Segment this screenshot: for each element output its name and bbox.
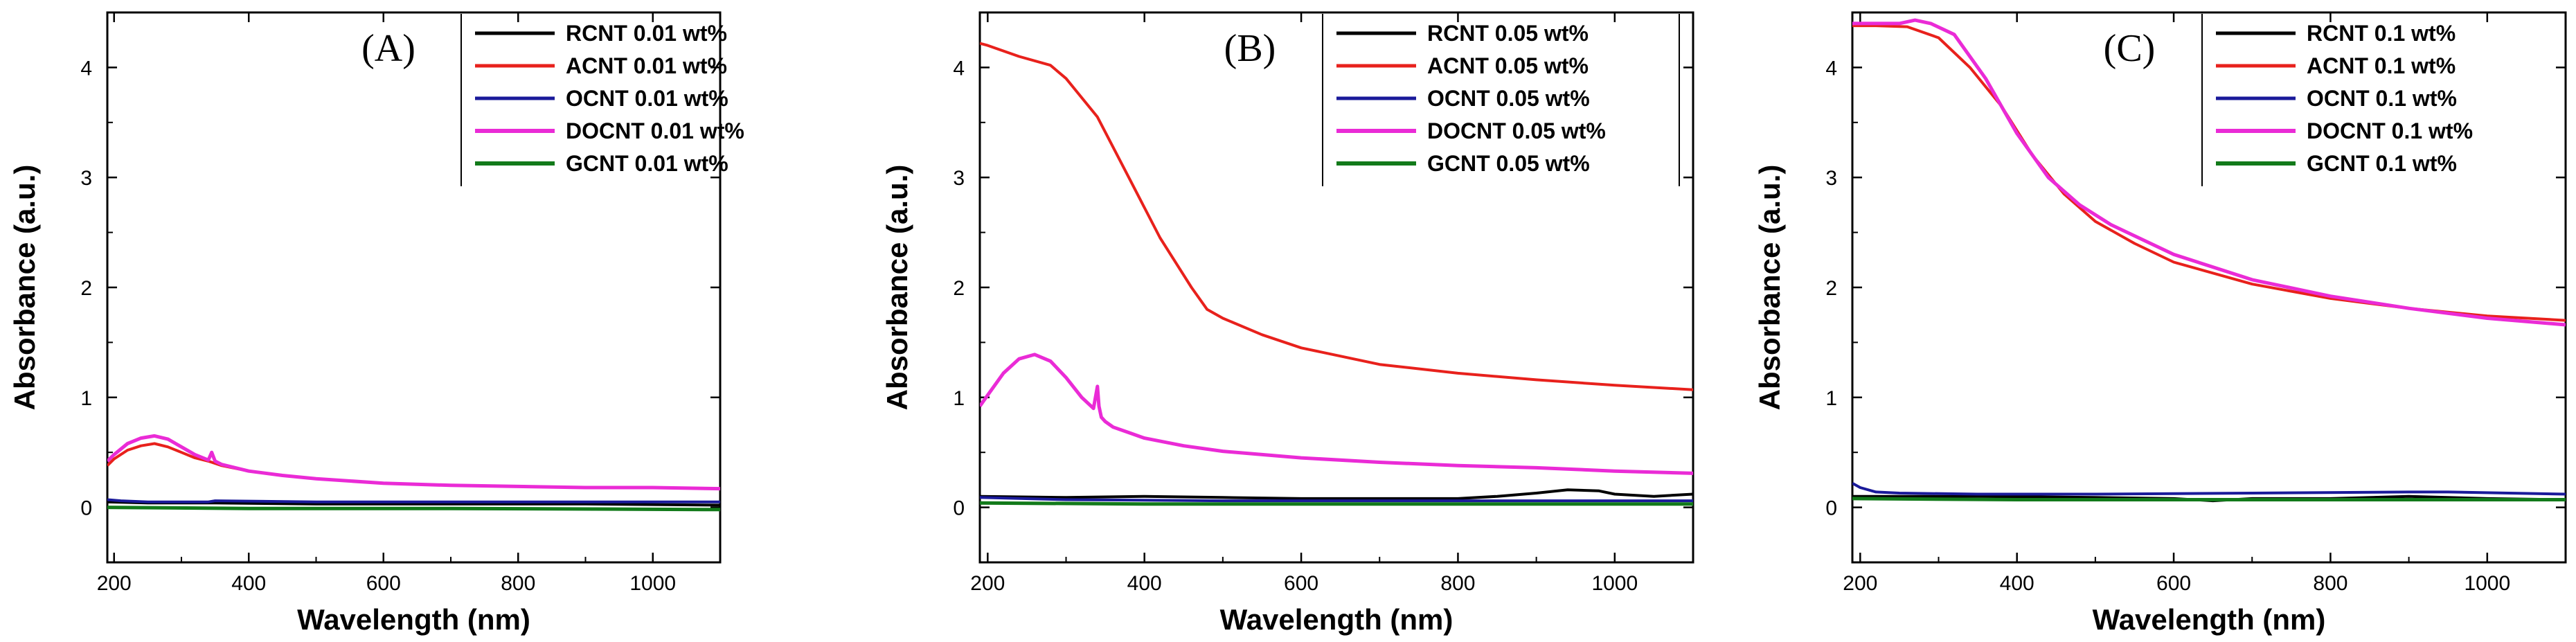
x-tick-label: 1000 (2464, 572, 2510, 595)
y-axis-title: Absorbance (a.u.) (8, 165, 41, 411)
x-axis-title: Wavelength (nm) (297, 603, 530, 636)
y-tick-label: 1 (953, 387, 965, 410)
legend-label: DOCNT 0.01 wt% (566, 118, 744, 143)
y-tick-label: 2 (953, 277, 965, 300)
legend-label: OCNT 0.05 wt% (1427, 86, 1590, 111)
x-tick-label: 600 (2156, 572, 2191, 595)
x-axis-title: Wavelength (nm) (2093, 603, 2326, 636)
y-tick-label: 3 (1825, 167, 1837, 190)
series-line-docnt (980, 353, 1693, 475)
y-tick-label: 1 (1825, 387, 1837, 410)
x-tick-label: 200 (1843, 572, 1877, 595)
x-tick-label: 400 (231, 572, 266, 595)
x-axis-title: Wavelength (nm) (1220, 603, 1454, 636)
x-tick-label: 1000 (1591, 572, 1638, 595)
x-tick-label: 1000 (629, 572, 676, 595)
series-line-ocnt (1852, 481, 2566, 496)
y-tick-label: 3 (953, 167, 965, 190)
series-line-gcnt (1852, 497, 2566, 501)
legend-label: ACNT 0.01 wt% (566, 53, 727, 78)
panel-b: 200 400 600 800 1000 0 1 2 3 4 Wavelength (nm) Abso… (881, 11, 1694, 636)
panel-label: (B) (1224, 27, 1276, 70)
legend-label: RCNT 0.01 wt% (566, 21, 727, 46)
x-tick-label: 400 (1127, 572, 1162, 595)
y-tick-label: 0 (80, 497, 92, 520)
panel-label: (C) (2104, 27, 2156, 70)
y-tick-label: 0 (953, 497, 965, 520)
y-tick-label: 4 (953, 57, 965, 80)
y-axis-title: Absorbance (a.u.) (1753, 165, 1786, 411)
y-tick-label: 4 (80, 57, 92, 80)
legend-label: OCNT 0.1 wt% (2307, 86, 2457, 111)
series-line-acnt (1852, 24, 2566, 322)
x-tick-label: 200 (970, 572, 1005, 595)
y-tick-label: 2 (80, 277, 92, 300)
x-tick-label: 600 (1284, 572, 1318, 595)
series-line-docnt (1852, 18, 2566, 327)
series-line-ocnt (980, 496, 1693, 503)
plot-frame (1851, 11, 2567, 564)
y-axis-title: Absorbance (a.u.) (881, 165, 913, 411)
series-line-acnt (107, 442, 720, 490)
legend-label: RCNT 0.05 wt% (1427, 21, 1589, 46)
y-tick-label: 2 (1825, 277, 1837, 300)
y-tick-label: 1 (80, 387, 92, 410)
series-line-ocnt (107, 498, 720, 503)
legend-label: ACNT 0.1 wt% (2307, 53, 2456, 78)
legend-label: DOCNT 0.05 wt% (1427, 118, 1606, 143)
legend-label: GCNT 0.1 wt% (2307, 151, 2457, 176)
series-line-acnt (980, 42, 1693, 391)
x-tick-label: 400 (2000, 572, 2034, 595)
series-line-gcnt (980, 501, 1693, 506)
legend-label: ACNT 0.05 wt% (1427, 53, 1589, 78)
y-tick-label: 4 (1825, 57, 1837, 80)
panel-label: (A) (361, 27, 415, 70)
legend-label: GCNT 0.05 wt% (1427, 151, 1590, 176)
series-line-gcnt (107, 506, 720, 512)
legend-label: OCNT 0.01 wt% (566, 86, 728, 111)
panel-c: 200 400 600 800 1000 0 1 2 3 4 Wavelength (nm) Abso… (1753, 11, 2567, 636)
panel-a: 200 400 600 800 1000 0 1 2 3 4 Wavelength (nm) Abso… (8, 11, 744, 636)
legend-label: RCNT 0.1 wt% (2307, 21, 2456, 46)
x-tick-label: 800 (2313, 572, 2347, 595)
legend-label: DOCNT 0.1 wt% (2307, 118, 2473, 143)
x-tick-label: 200 (97, 572, 132, 595)
x-tick-label: 600 (366, 572, 401, 595)
x-tick-label: 800 (501, 572, 535, 595)
legend-label: GCNT 0.01 wt% (566, 151, 728, 176)
y-tick-label: 3 (80, 167, 92, 190)
x-tick-label: 800 (1440, 572, 1475, 595)
y-tick-label: 0 (1825, 497, 1837, 520)
series-line-rcnt (980, 488, 1693, 500)
series-line-docnt (107, 434, 720, 491)
